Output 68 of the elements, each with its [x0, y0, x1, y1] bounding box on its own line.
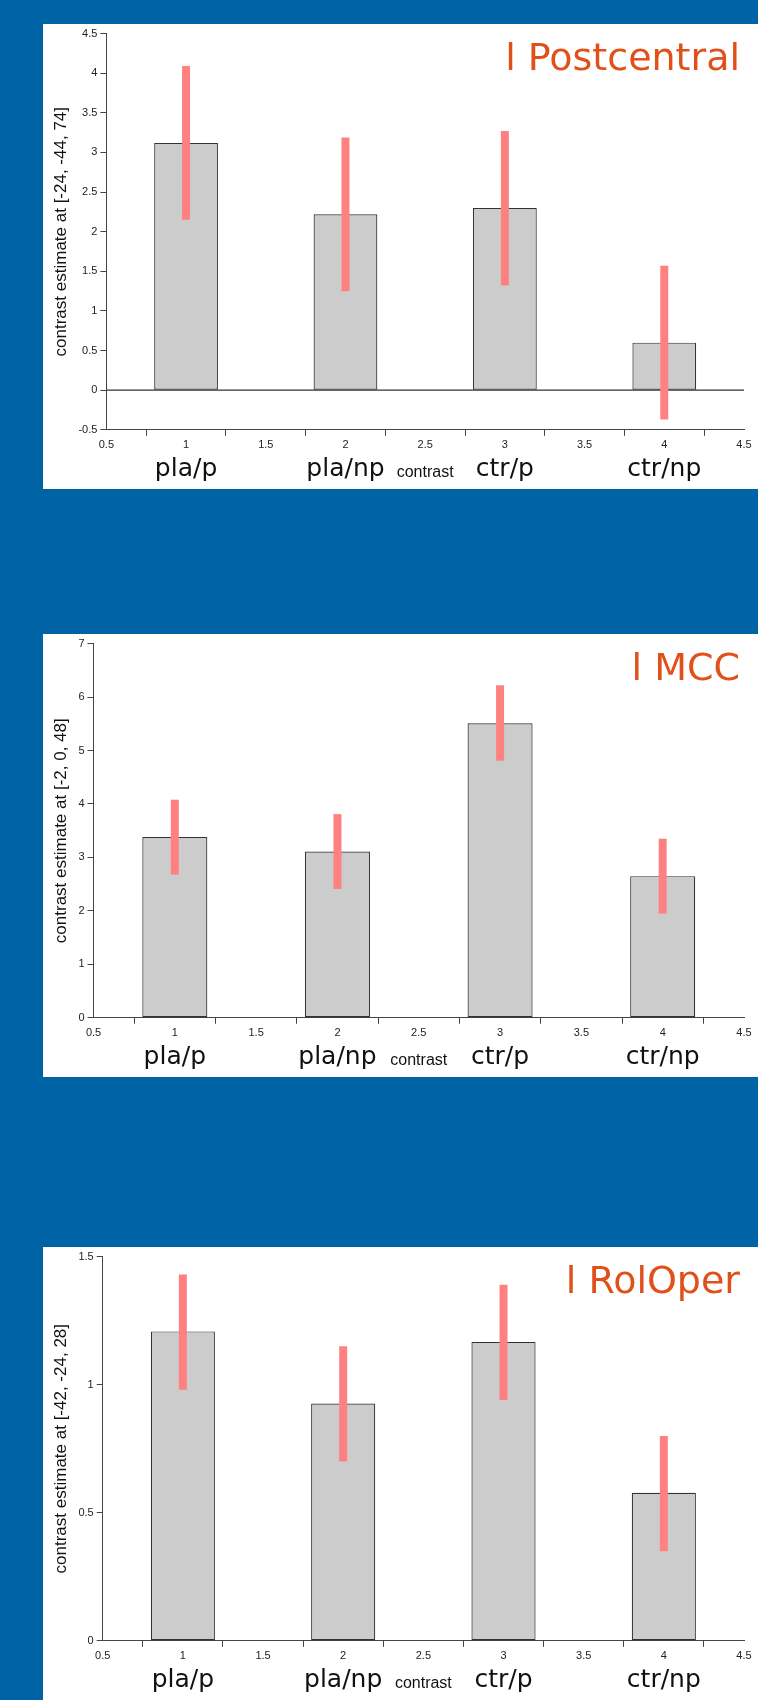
x-tick-label: 1.5: [248, 1026, 264, 1039]
y-tick-label: 2.5: [82, 185, 98, 198]
y-tick-label: 1.5: [82, 264, 98, 277]
x-tick-label: 4: [661, 438, 668, 451]
x-tick-label: 4: [659, 1026, 666, 1039]
x-tick-label: 3.5: [576, 438, 593, 451]
x-tick-label: 1: [171, 1026, 178, 1039]
chart-title: l Postcentral: [505, 35, 740, 80]
text: pla/p: [151, 1664, 215, 1693]
y-tick-label: 0.5: [78, 1505, 94, 1518]
y-tick-label: 1.5: [78, 1249, 94, 1262]
x-tick-label: 2: [340, 1649, 347, 1662]
x-axis-title: contrast: [396, 463, 455, 481]
y-tick-label: 2: [91, 224, 98, 237]
y-axis-title: contrast estimate at [-24, -44, 74]: [50, 106, 70, 357]
y-tick-label: 4.5: [82, 26, 98, 39]
y-tick-label: 2: [78, 903, 85, 916]
x-tick-label: 4.5: [736, 438, 752, 451]
chart-title: l MCC: [631, 645, 740, 690]
y-tick-label: 5: [78, 743, 85, 756]
x-tick-label: 3.5: [573, 1026, 590, 1039]
y-axis-title: contrast estimate at [-2, 0, 48]: [50, 718, 70, 944]
y-tick-label: 3.5: [82, 105, 98, 118]
x-axis-title: contrast: [390, 1051, 448, 1069]
x-tick-label: 2.5: [411, 1026, 427, 1039]
y-tick-label: -0.5: [78, 422, 98, 435]
text: ctr/np: [626, 1664, 701, 1693]
x-tick-label: 1: [179, 1649, 186, 1662]
y-tick-label: 0: [91, 383, 98, 396]
x-tick-label: 2.5: [415, 1649, 431, 1662]
y-tick-label: 3: [78, 850, 85, 863]
y-axis-title: contrast estimate at [-42, -24, 28]: [50, 1323, 70, 1574]
x-axis-title: contrast: [394, 1674, 453, 1692]
y-tick-label: 1: [87, 1377, 94, 1390]
x-tick-label: 2.5: [417, 438, 433, 451]
x-tick-label: 1.5: [258, 438, 274, 451]
text: pla/p: [143, 1041, 207, 1070]
y-tick-label: 7: [78, 636, 85, 649]
y-tick-label: 4: [78, 797, 85, 809]
x-tick-label: 4: [660, 1649, 667, 1662]
x-tick-label: 4.5: [736, 1649, 752, 1662]
x-tick-label: 1: [183, 438, 190, 451]
text: pla/np: [298, 1041, 377, 1070]
x-tick-label: 3: [500, 1649, 507, 1662]
x-tick-label: 3: [497, 1026, 504, 1039]
y-tick-label: 4: [91, 66, 98, 79]
x-tick-label: 3: [501, 438, 508, 451]
y-tick-label: 1: [78, 957, 85, 970]
x-tick-label: 1.5: [255, 1649, 271, 1662]
x-tick-label: 2: [342, 438, 349, 451]
text: pla/np: [306, 453, 385, 482]
x-tick-label: 3.5: [576, 1649, 592, 1662]
text: ctr/np: [625, 1041, 700, 1070]
x-tick-label: 4.5: [736, 1026, 752, 1039]
text: ctr/p: [474, 1664, 533, 1693]
y-tick-label: 1: [91, 303, 98, 316]
text: ctr/p: [471, 1041, 530, 1070]
y-tick-label: 0: [87, 1633, 94, 1646]
x-tick-label: 2: [334, 1026, 341, 1039]
y-tick-label: 0: [78, 1010, 85, 1023]
text: pla/p: [154, 453, 218, 482]
y-tick-label: 0.5: [82, 343, 98, 356]
y-tick-label: 6: [78, 690, 85, 703]
text: ctr/np: [627, 453, 702, 482]
text: pla/np: [304, 1664, 383, 1693]
text: ctr/p: [475, 453, 534, 482]
y-tick-label: 3: [91, 145, 98, 158]
chart-title: l RolOper: [565, 1258, 741, 1303]
